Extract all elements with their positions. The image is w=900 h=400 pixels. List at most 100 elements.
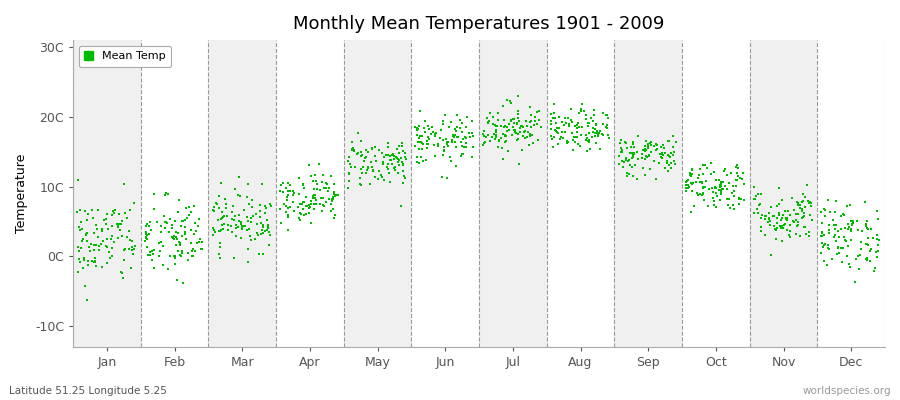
Point [643, 166, 657, 172]
Point [706, 194, 720, 201]
Point [705, 185, 719, 192]
Point [518, 117, 533, 124]
Point [82, 244, 96, 251]
Point [376, 159, 391, 165]
Point [844, 227, 859, 234]
Point [313, 186, 328, 193]
Point [795, 208, 809, 214]
Point [732, 195, 746, 201]
Point [399, 156, 413, 162]
Point [679, 188, 693, 194]
Point [636, 165, 651, 171]
Point [532, 117, 546, 123]
Point [392, 150, 406, 156]
Point [327, 191, 341, 198]
Point [732, 196, 746, 202]
Point [818, 213, 832, 219]
Point [599, 124, 614, 131]
Point [364, 158, 378, 165]
Point [698, 162, 712, 168]
Point [817, 242, 832, 248]
Point [229, 225, 243, 232]
Point [282, 213, 296, 220]
Point [773, 223, 788, 229]
Point [423, 131, 437, 138]
Point [779, 215, 794, 221]
Point [870, 236, 885, 242]
Point [500, 124, 515, 130]
Point [394, 159, 409, 166]
Point [212, 255, 227, 262]
Point [511, 93, 526, 100]
Point [394, 203, 409, 209]
Point [86, 242, 101, 248]
Point [497, 124, 511, 130]
Point [78, 232, 93, 238]
Point [567, 134, 581, 140]
Point [783, 222, 797, 228]
Point [691, 175, 706, 182]
Point [523, 133, 537, 139]
Point [75, 226, 89, 232]
Point [303, 220, 318, 226]
Point [239, 194, 254, 200]
Point [805, 217, 819, 224]
Point [564, 118, 579, 125]
Point [286, 198, 301, 205]
Point [653, 144, 668, 150]
Point [829, 222, 843, 228]
Point [618, 155, 633, 161]
Point [263, 232, 277, 238]
Point [695, 178, 709, 185]
Point [100, 211, 114, 217]
Point [859, 221, 873, 227]
Point [662, 162, 676, 168]
Point [532, 108, 546, 114]
Point [778, 220, 792, 227]
Point [448, 132, 463, 138]
Point [138, 238, 152, 244]
Point [377, 154, 392, 160]
Point [853, 252, 868, 259]
Point [837, 233, 851, 240]
Bar [209, 40, 276, 347]
Point [612, 153, 626, 159]
Point [438, 136, 453, 142]
Point [382, 179, 397, 185]
Point [212, 244, 227, 250]
Point [706, 198, 721, 204]
Bar [73, 40, 140, 347]
Point [552, 125, 566, 132]
Point [713, 196, 727, 203]
Point [360, 167, 374, 174]
Point [833, 213, 848, 219]
Point [342, 154, 356, 160]
Point [436, 152, 450, 158]
Point [454, 129, 469, 135]
Point [147, 205, 161, 212]
Point [763, 252, 778, 258]
Point [710, 193, 724, 200]
Point [300, 203, 314, 209]
Point [428, 152, 442, 159]
Point [350, 150, 365, 157]
Point [296, 206, 310, 212]
Point [764, 204, 778, 210]
Point [398, 150, 412, 156]
Point [845, 221, 859, 228]
Point [527, 122, 542, 128]
Point [241, 259, 256, 265]
Point [829, 238, 843, 244]
Point [235, 226, 249, 232]
Point [774, 217, 788, 223]
Point [212, 228, 227, 234]
Point [98, 243, 112, 250]
Point [232, 192, 247, 199]
Point [395, 148, 410, 154]
Point [307, 195, 321, 202]
Point [476, 139, 491, 146]
Point [304, 173, 319, 179]
Point [414, 154, 428, 160]
Point [76, 255, 91, 262]
Point [690, 192, 705, 198]
